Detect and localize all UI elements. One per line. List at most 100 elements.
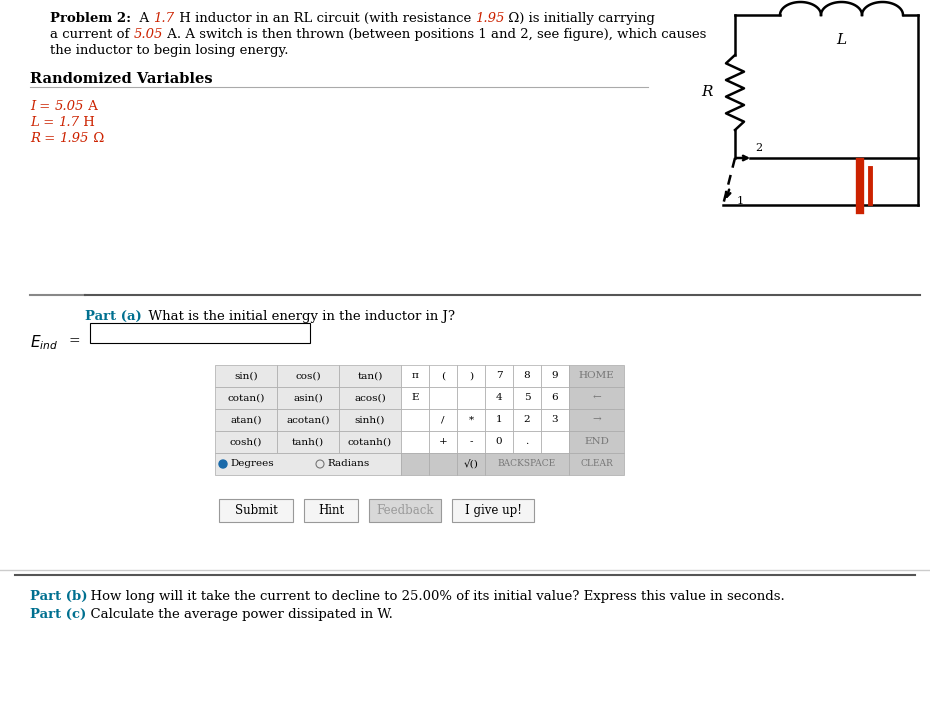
Text: 3: 3 <box>551 416 558 424</box>
FancyBboxPatch shape <box>277 387 339 409</box>
FancyBboxPatch shape <box>304 499 358 522</box>
Text: /: / <box>441 416 445 424</box>
Text: sin(): sin() <box>234 371 258 381</box>
Text: R: R <box>701 85 712 99</box>
FancyBboxPatch shape <box>339 387 401 409</box>
Text: H inductor in an RL circuit (with resistance: H inductor in an RL circuit (with resist… <box>175 12 475 25</box>
Text: Part (c): Part (c) <box>30 608 86 621</box>
Text: BACKSPACE: BACKSPACE <box>498 460 556 469</box>
Text: Degrees: Degrees <box>230 460 273 469</box>
FancyBboxPatch shape <box>369 499 441 522</box>
FancyBboxPatch shape <box>569 409 624 431</box>
FancyBboxPatch shape <box>215 453 401 475</box>
Text: 1.7: 1.7 <box>153 12 175 25</box>
FancyBboxPatch shape <box>569 387 624 409</box>
Text: a current of: a current of <box>50 28 134 41</box>
Text: Hint: Hint <box>318 504 344 517</box>
Text: *: * <box>469 416 473 424</box>
Text: L: L <box>30 116 39 129</box>
Text: 8: 8 <box>524 371 530 381</box>
FancyBboxPatch shape <box>401 387 429 409</box>
Text: R: R <box>30 132 40 145</box>
FancyBboxPatch shape <box>452 499 534 522</box>
Text: 1.95: 1.95 <box>475 12 504 25</box>
Text: END: END <box>584 438 609 446</box>
Text: 0: 0 <box>496 438 502 446</box>
FancyBboxPatch shape <box>339 431 401 453</box>
Text: Randomized Variables: Randomized Variables <box>30 72 213 86</box>
FancyBboxPatch shape <box>429 453 457 475</box>
Text: cosh(): cosh() <box>230 438 262 446</box>
Text: 6: 6 <box>551 393 558 402</box>
Text: 5.05: 5.05 <box>134 28 163 41</box>
Text: π: π <box>412 371 418 381</box>
FancyBboxPatch shape <box>90 323 310 343</box>
Text: Part (b): Part (b) <box>30 590 87 603</box>
Text: ): ) <box>469 371 473 381</box>
Text: What is the initial energy in the inductor in J?: What is the initial energy in the induct… <box>140 310 455 323</box>
Text: cotanh(): cotanh() <box>348 438 392 446</box>
Circle shape <box>219 460 227 468</box>
FancyBboxPatch shape <box>485 409 513 431</box>
Text: L: L <box>836 33 846 47</box>
Text: 5.05: 5.05 <box>55 100 84 113</box>
Text: (: ( <box>441 371 445 381</box>
FancyBboxPatch shape <box>277 365 339 387</box>
FancyBboxPatch shape <box>401 365 429 387</box>
Text: acos(): acos() <box>354 393 386 402</box>
Text: CLEAR: CLEAR <box>580 460 613 469</box>
FancyBboxPatch shape <box>541 387 569 409</box>
FancyBboxPatch shape <box>401 431 429 453</box>
Text: =: = <box>68 334 80 348</box>
FancyBboxPatch shape <box>513 365 541 387</box>
Text: -: - <box>470 438 472 446</box>
FancyBboxPatch shape <box>401 453 429 475</box>
FancyBboxPatch shape <box>513 409 541 431</box>
FancyBboxPatch shape <box>457 365 485 387</box>
Text: →: → <box>592 416 601 424</box>
Text: E: E <box>411 393 418 402</box>
Text: Submit: Submit <box>234 504 277 517</box>
Text: cotan(): cotan() <box>227 393 265 402</box>
FancyBboxPatch shape <box>429 365 457 387</box>
FancyBboxPatch shape <box>401 409 429 431</box>
FancyBboxPatch shape <box>457 431 485 453</box>
Text: Calculate the average power dissipated in W.: Calculate the average power dissipated i… <box>82 608 392 621</box>
FancyBboxPatch shape <box>215 387 277 409</box>
Text: cos(): cos() <box>295 371 321 381</box>
Text: A: A <box>84 100 98 113</box>
FancyBboxPatch shape <box>569 431 624 453</box>
Text: √(): √() <box>463 460 478 469</box>
Text: 7: 7 <box>496 371 502 381</box>
FancyBboxPatch shape <box>457 453 485 475</box>
FancyBboxPatch shape <box>457 387 485 409</box>
Text: tan(): tan() <box>357 371 382 381</box>
FancyBboxPatch shape <box>513 431 541 453</box>
Text: A: A <box>131 12 153 25</box>
Text: How long will it take the current to decline to 25.00% of its initial value? Exp: How long will it take the current to dec… <box>82 590 785 603</box>
FancyBboxPatch shape <box>429 409 457 431</box>
Text: Feedback: Feedback <box>377 504 433 517</box>
FancyBboxPatch shape <box>215 431 277 453</box>
Text: 1: 1 <box>737 196 744 206</box>
FancyBboxPatch shape <box>277 431 339 453</box>
FancyBboxPatch shape <box>485 431 513 453</box>
FancyBboxPatch shape <box>569 365 624 387</box>
FancyBboxPatch shape <box>541 431 569 453</box>
Text: A. A switch is then thrown (between positions 1 and 2, see figure), which causes: A. A switch is then thrown (between posi… <box>163 28 707 41</box>
FancyBboxPatch shape <box>569 453 624 475</box>
Text: 5: 5 <box>524 393 530 402</box>
Text: .: . <box>525 438 528 446</box>
Text: atan(): atan() <box>231 416 261 424</box>
FancyBboxPatch shape <box>485 365 513 387</box>
FancyBboxPatch shape <box>429 431 457 453</box>
Text: ←: ← <box>592 393 601 402</box>
Text: Problem 2:: Problem 2: <box>50 12 131 25</box>
Text: Radians: Radians <box>327 460 369 469</box>
Text: 1: 1 <box>496 416 502 424</box>
Text: 4: 4 <box>496 393 502 402</box>
Text: asin(): asin() <box>293 393 323 402</box>
FancyBboxPatch shape <box>513 387 541 409</box>
Text: Part (a): Part (a) <box>85 310 141 323</box>
Text: Ω: Ω <box>89 132 104 145</box>
